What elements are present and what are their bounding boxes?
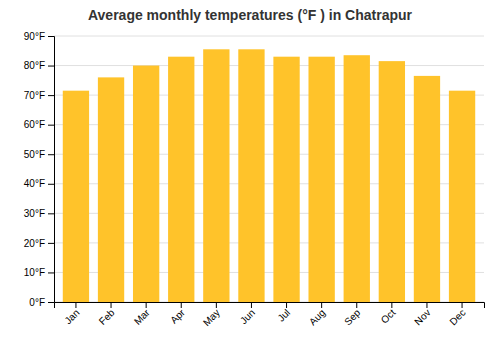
tick: Dec [447,302,467,327]
title: Average monthly temperatures (°F ) in Ch… [88,7,413,23]
bar [308,57,334,302]
tick: 60°F [24,119,54,130]
tick-mark [426,302,427,308]
tick-label: Jul [275,307,292,324]
tick-label: 50°F [24,149,45,160]
tick-label: 10°F [24,267,45,278]
bar [414,76,440,302]
tick-label: Jun [238,307,257,326]
tick-mark [48,302,54,303]
tick-label: Mar [132,306,152,326]
tick-mark [48,154,54,155]
tick-label: 60°F [24,119,45,130]
tick-mark [48,184,54,185]
tick-label: 0°F [29,297,45,308]
tick: 0°F [29,297,54,308]
tick-mark [48,243,54,244]
tick: Oct [379,302,398,326]
tick-label: Dec [447,307,467,327]
tick-mark [48,66,54,67]
bar [203,49,229,302]
grid-line [54,65,484,66]
tick-mark [111,302,112,308]
tick-mark [48,95,54,96]
tick-label: Oct [379,307,398,326]
tick-mark [462,302,463,308]
tick: 70°F [24,90,54,101]
tick: 90°F [24,31,54,42]
tick: May [201,302,222,328]
axis-line [48,37,55,303]
tick: Jul [275,302,292,324]
bar [344,55,370,302]
tick: 40°F [24,178,54,189]
bar [133,66,159,302]
tick-mark [391,302,392,308]
tick-mark [356,302,357,308]
tick-mark [48,272,54,273]
bar [449,91,475,302]
tick-mark [216,302,217,308]
tick: Apr [168,302,187,326]
bar [168,57,194,302]
bar [63,91,89,302]
tick: Mar [132,302,152,327]
axis-line [55,303,485,309]
tick-label: Sep [342,307,363,328]
tick-label: Jan [62,307,81,326]
tick-label: 20°F [24,238,45,249]
y-axis: 0°F 10°F 20°F 30°F 40°F 50°F 60°F 70°F 80°F 90°F [24,31,55,308]
tick-label: Feb [97,307,117,327]
tick: 10°F [24,267,54,278]
tick: Aug [307,302,327,327]
bar [379,61,405,302]
tick-label: 40°F [24,178,45,189]
tick: Jun [238,302,257,326]
bar [273,57,299,302]
tick-mark [48,125,54,126]
tick-label: May [201,307,222,328]
tick-label: 80°F [24,60,45,71]
tick-label: Aug [307,307,327,327]
bar [98,77,124,302]
grid [54,36,484,302]
tick-mark [48,36,54,37]
x-axis: Jan Feb Mar Apr May Jun Jul Aug Sep Oct Nov Dec [55,302,485,328]
tick: Sep [342,302,363,327]
tick: 50°F [24,149,54,160]
tick-mark [321,302,322,308]
tick-mark [146,302,147,308]
tick-mark [48,213,54,214]
tick-mark [75,302,76,308]
tick: 80°F [24,60,54,71]
tick: Jan [62,302,81,326]
tick-mark [181,302,182,308]
tick: Feb [97,302,117,327]
tick-mark [286,302,287,308]
tick-label: 30°F [24,208,45,219]
tick-label: 70°F [24,90,45,101]
chart: Average monthly temperatures (°F ) in Ch… [0,0,500,350]
grid-line [54,36,484,37]
bars [63,49,475,302]
tick-label: Nov [412,307,432,327]
tick: Nov [412,302,432,327]
tick-label: Apr [168,306,187,325]
tick: 20°F [24,238,54,249]
plot: 0°F 10°F 20°F 30°F 40°F 50°F 60°F 70°F 80°F 90°F J… [24,31,485,328]
tick-label: 90°F [24,31,45,42]
tick-mark [251,302,252,308]
bar [238,49,264,302]
tick: 30°F [24,208,54,219]
